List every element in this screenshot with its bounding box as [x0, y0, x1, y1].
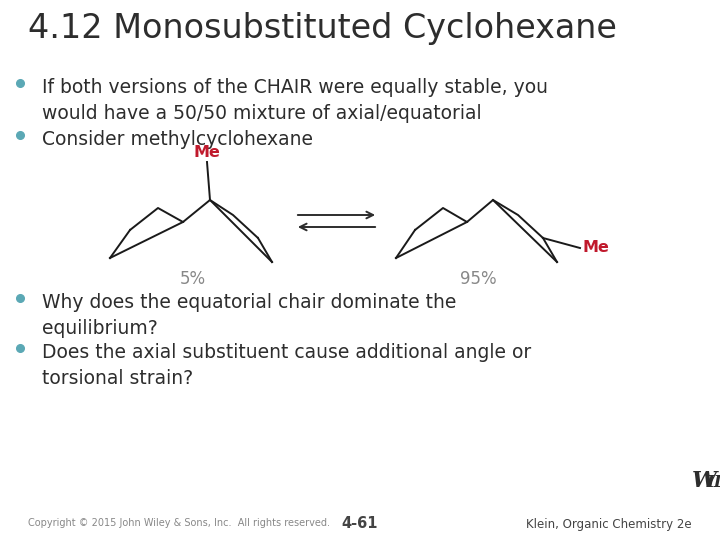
Text: 95%: 95%: [459, 270, 496, 288]
Text: Consider methylcyclohexane: Consider methylcyclohexane: [42, 130, 313, 149]
Text: W: W: [692, 470, 717, 492]
Text: ILEY: ILEY: [706, 474, 720, 491]
Text: Does the axial substituent cause additional angle or
torsional strain?: Does the axial substituent cause additio…: [42, 343, 531, 388]
Text: If both versions of the CHAIR were equally stable, you
would have a 50/50 mixtur: If both versions of the CHAIR were equal…: [42, 78, 548, 123]
Text: 4.12 Monosubstituted Cyclohexane: 4.12 Monosubstituted Cyclohexane: [28, 12, 617, 45]
Text: Why does the equatorial chair dominate the
equilibrium?: Why does the equatorial chair dominate t…: [42, 293, 456, 338]
Text: Me: Me: [194, 145, 220, 160]
Text: 4-61: 4-61: [342, 516, 378, 531]
Text: 5%: 5%: [180, 270, 206, 288]
Text: Me: Me: [583, 240, 610, 255]
Text: Copyright © 2015 John Wiley & Sons, Inc.  All rights reserved.: Copyright © 2015 John Wiley & Sons, Inc.…: [28, 518, 330, 528]
Text: Klein, Organic Chemistry 2e: Klein, Organic Chemistry 2e: [526, 518, 692, 531]
